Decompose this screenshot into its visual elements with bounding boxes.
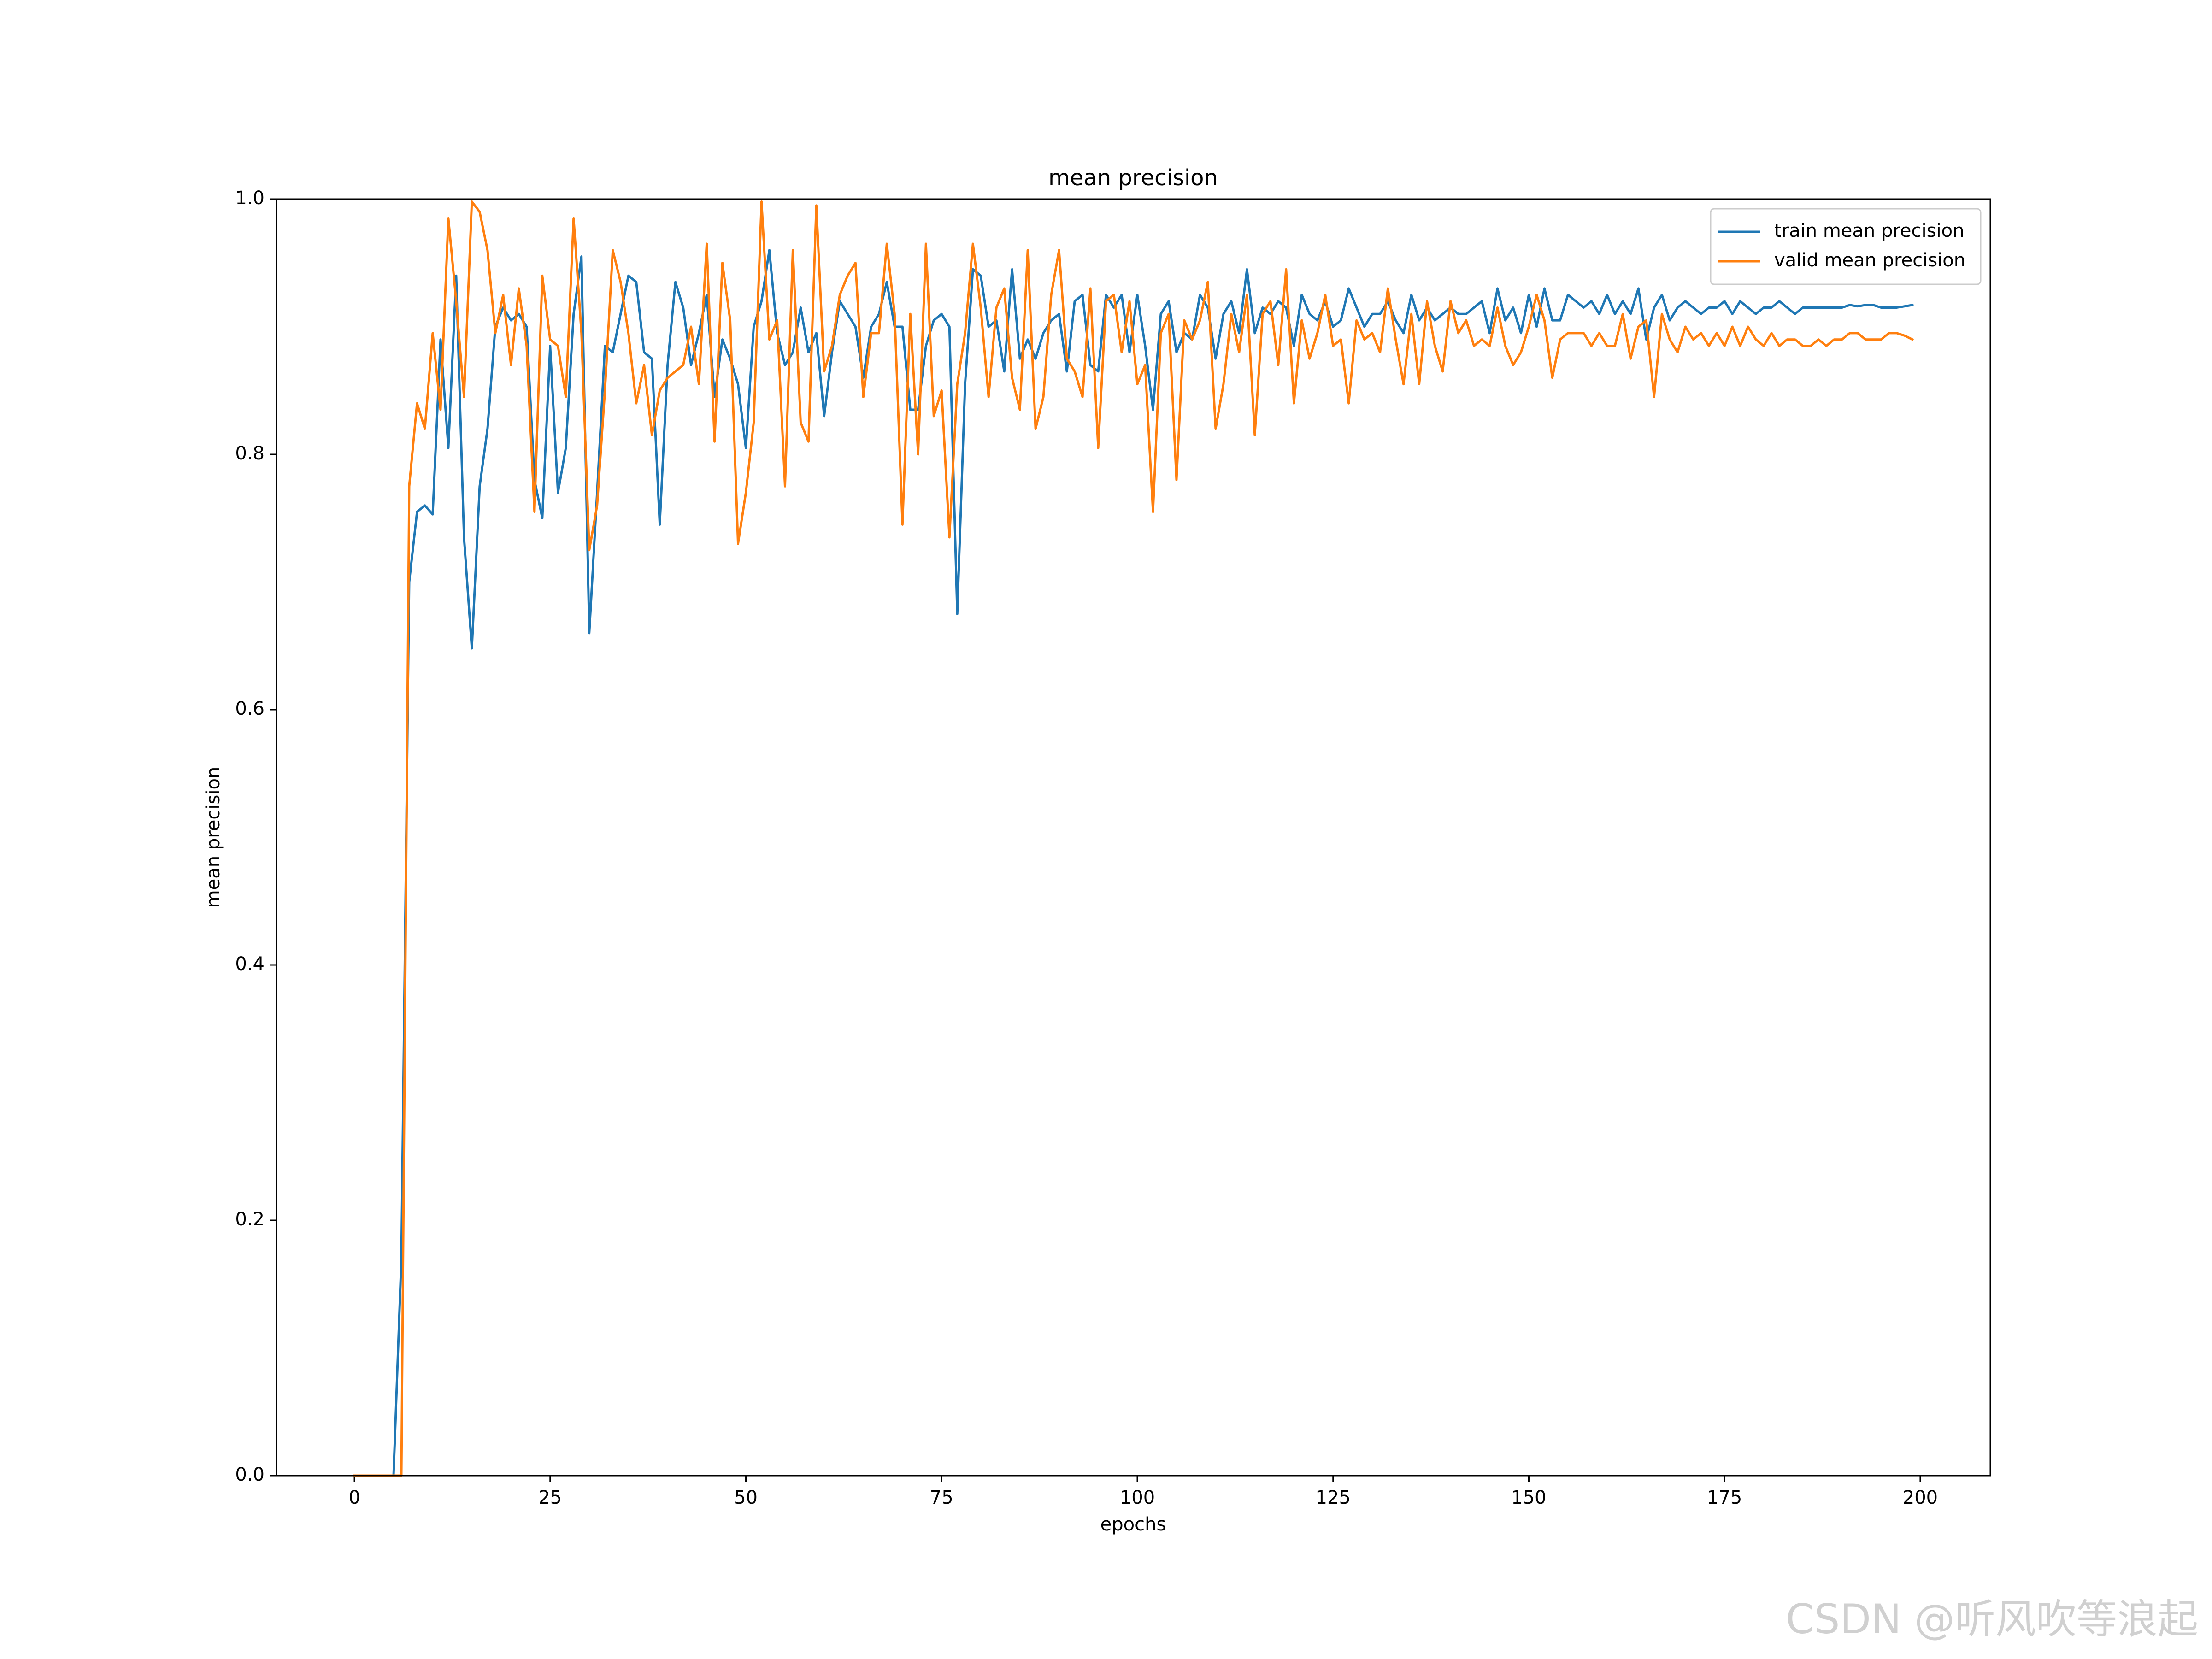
x-tick-label: 0 [348, 1487, 360, 1508]
y-tick-label: 0.0 [235, 1464, 265, 1485]
data-line [353, 249, 1914, 1477]
x-tick-label: 100 [1120, 1487, 1155, 1508]
plot-frame [276, 198, 1991, 1477]
x-tick-label: 75 [930, 1487, 953, 1508]
legend-label: valid mean precision [1774, 250, 1965, 271]
y-tick-label: 1.0 [235, 188, 265, 209]
y-axis-label: mean precision [203, 767, 224, 908]
legend-label: train mean precision [1774, 220, 1964, 241]
y-tick-label: 0.2 [235, 1209, 265, 1230]
data-line [353, 200, 1914, 1477]
x-tick-label: 175 [1707, 1487, 1742, 1508]
x-axis-label: epochs [1100, 1514, 1166, 1535]
x-tick-label: 50 [734, 1487, 758, 1508]
x-tick-label: 25 [538, 1487, 562, 1508]
chart-title: mean precision [1048, 165, 1218, 191]
x-tick-label: 150 [1511, 1487, 1546, 1508]
y-tick-label: 0.4 [235, 953, 265, 975]
x-tick-label: 200 [1903, 1487, 1938, 1508]
y-tick-label: 0.6 [235, 698, 265, 719]
watermark: CSDN @听风吹等浪起 [1786, 1595, 2198, 1643]
x-tick-label: 125 [1316, 1487, 1351, 1508]
y-tick-label: 0.8 [235, 443, 265, 464]
legend-box [1710, 208, 1982, 285]
